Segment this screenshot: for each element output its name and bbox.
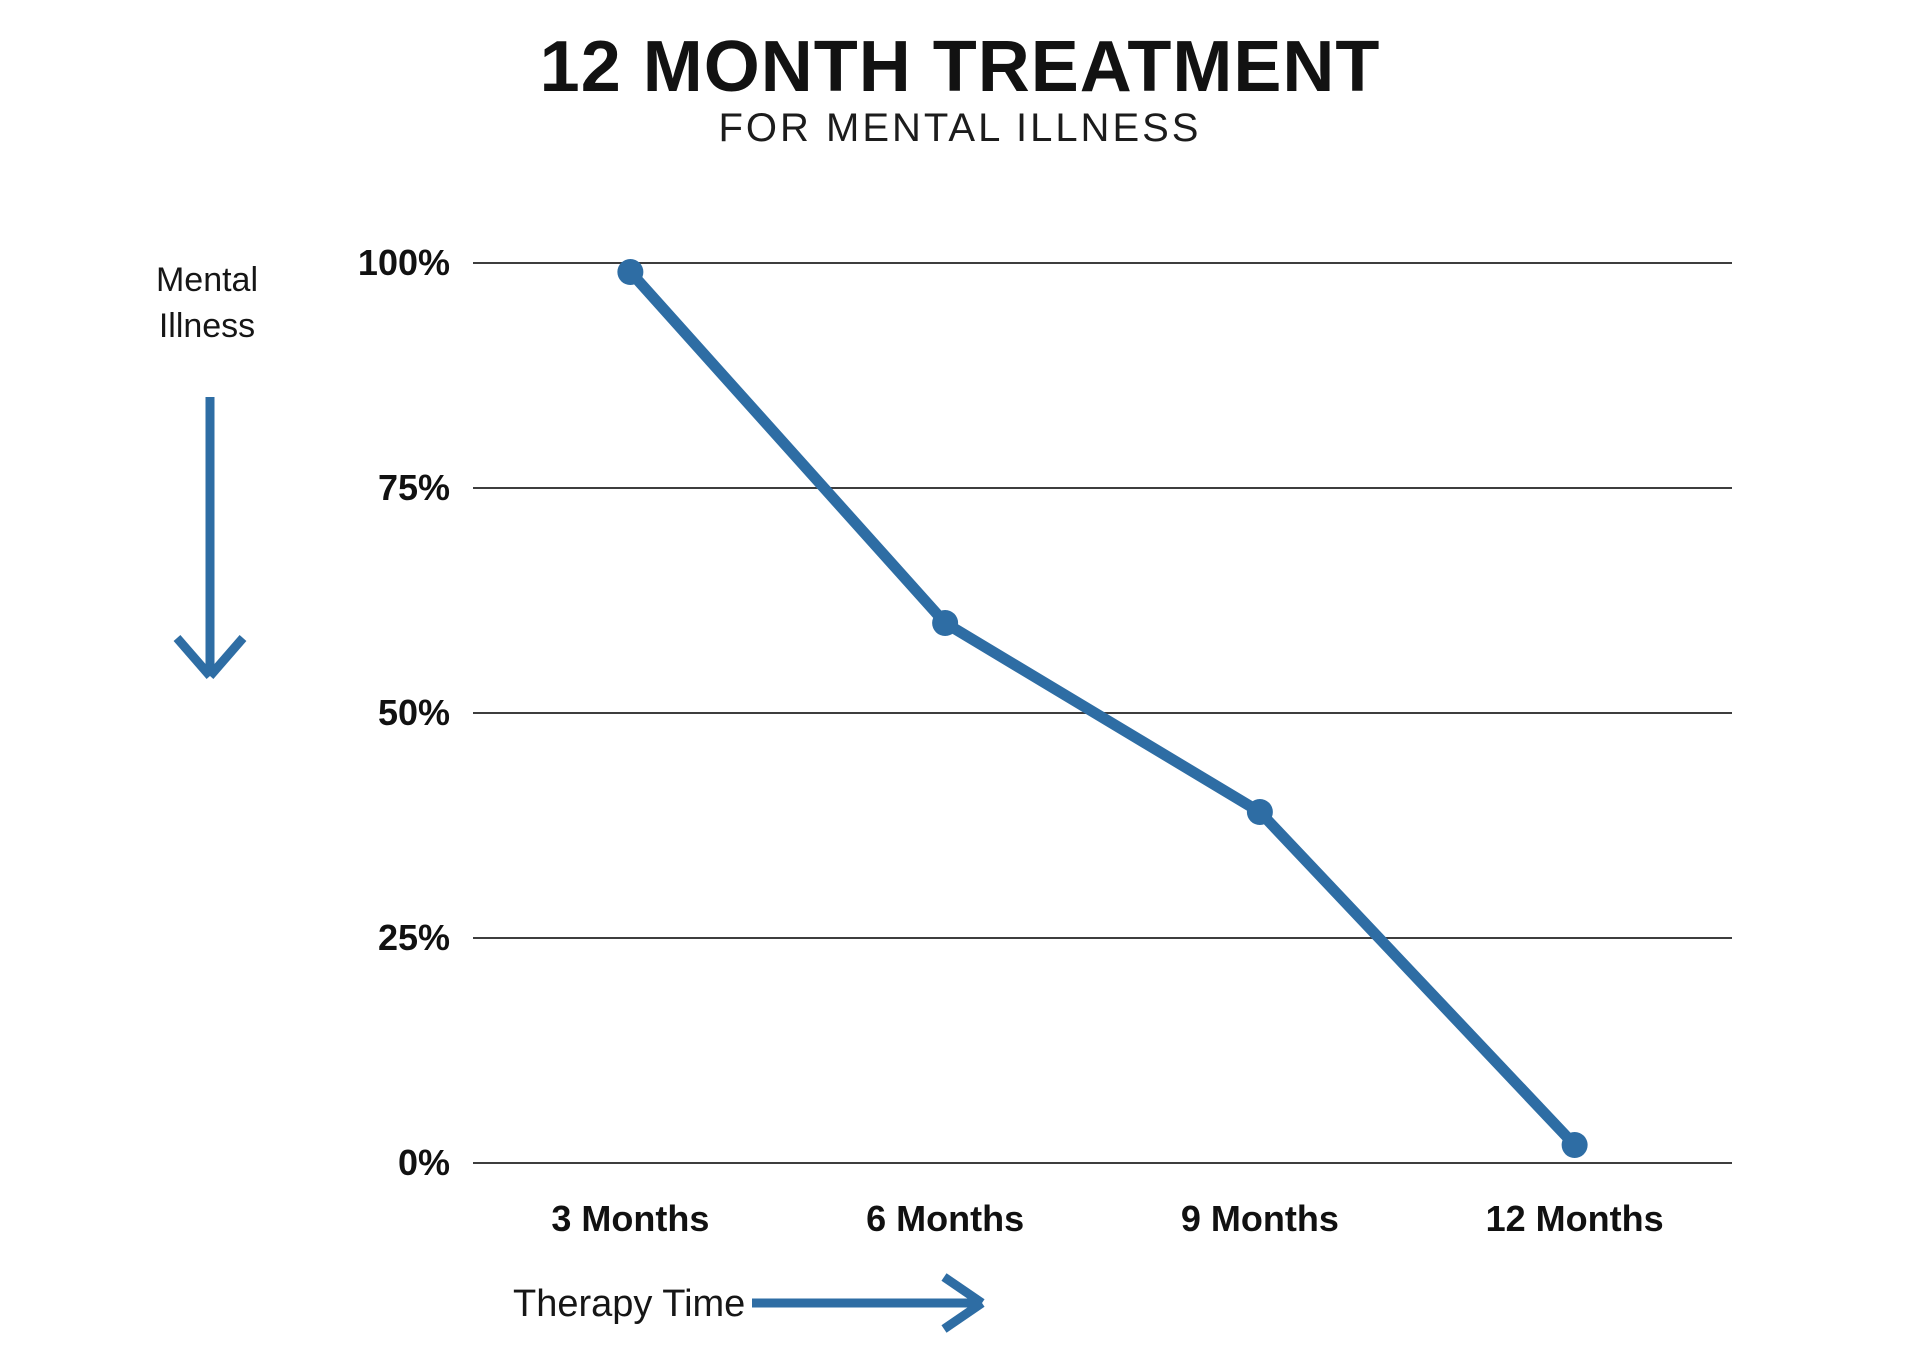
series-line [626,268,1579,1149]
data-point [1561,1132,1588,1158]
y-tick-label: 75% [377,467,450,508]
x-tick-label: 3 Months [551,1198,710,1239]
arrow-down-icon [173,397,247,679]
x-tick-label: 9 Months [1180,1198,1339,1239]
x-tick-label: 6 Months [866,1198,1025,1239]
line-plot [473,259,1732,1164]
y-tick-label: 25% [377,917,450,958]
x-tick-label: 12 Months [1485,1198,1664,1239]
y-axis-title: Mental Illness [155,261,259,345]
x-axis-title: Therapy Time [513,1283,746,1325]
chart-title: 12 MONTH TREATMENT [539,27,1381,107]
data-point [1246,799,1273,825]
chart-subtitle: FOR MENTAL ILLNESS [718,106,1202,150]
y-tick-label: 50% [377,692,450,733]
y-tick-label: 0% [397,1142,450,1183]
y-tick-label: 100% [357,242,450,283]
data-point [932,610,959,636]
arrow-right-icon [752,1273,985,1333]
data-point [617,259,644,285]
